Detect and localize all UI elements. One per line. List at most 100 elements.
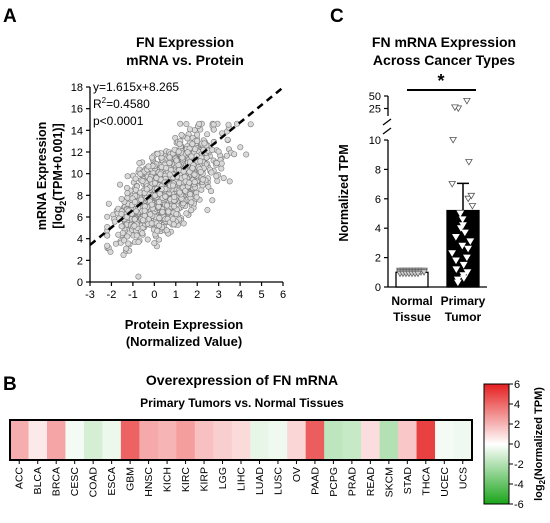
scatter-point [132,187,139,194]
scatter-point [179,154,186,161]
scatter-point [105,200,112,207]
scatter-point [162,193,169,200]
y-tick-label: 6 [375,194,381,206]
scatter-point [113,240,120,247]
heatmap-category-label: SKCM [383,467,395,497]
scatter-point [117,181,124,188]
data-point [456,210,465,218]
scatter-point [156,222,163,229]
scatter-title-line1: FN Expression [136,34,234,50]
heatmap-cells [10,420,473,460]
scatter-point [208,188,215,195]
scatter-point [170,221,177,228]
heatmap-cell [305,420,325,460]
scatter-point [193,194,200,201]
y-tick-label: 4 [375,223,381,235]
data-point [458,216,467,223]
panel-b-heatmap: B Overexpression of FN mRNA Primary Tumo… [3,372,547,511]
panel-letter-c: C [330,6,344,27]
scatter-point [124,233,131,240]
heatmap-category-label: CESC [69,467,81,497]
heatmap-category-label: KIRP [199,467,211,492]
axis-break-mark [382,118,392,126]
heatmap-cell [65,420,85,460]
scatter-point [135,273,142,280]
scatter-point [118,223,125,230]
scatter-point [138,196,145,203]
heatmap-cell [176,420,196,460]
scatter-point [132,175,139,182]
scatter-point [148,220,155,227]
heatmap-category-label: HNSC [143,467,155,497]
scatter-point [213,160,220,167]
data-point [463,269,472,276]
colorbar-tick-label: 0 [514,439,520,451]
scatter-point [166,154,173,161]
regression-line [89,86,284,246]
scatter-point [237,144,244,151]
bar-xlabel-tumor-line2: Tumor [445,310,482,324]
heatmap-category-label: ESCA [106,467,118,496]
scatter-point [156,215,163,222]
scatter-point [131,216,138,223]
scatter-point [118,196,125,203]
heatmap-category-label: OV [291,467,303,482]
scatter-y-ticks: 0 2 4 6 8 10 12 14 16 18 [71,82,90,289]
scatter-point [224,136,231,143]
scatter-point [209,197,216,204]
heatmap-category-label: LIHC [236,467,248,491]
scatter-point [186,179,193,186]
heatmap-category-label: KIRC [180,467,192,493]
significance-star: * [437,71,444,91]
heatmap-cell [213,420,233,460]
heatmap-category-label: GBM [125,467,137,491]
scatter-point [104,232,111,239]
colorbar-tick-label: -2 [514,459,524,471]
scatter-point [177,120,184,127]
data-point [420,269,428,276]
heatmap-category-label: ACC [14,467,26,490]
scatter-point [201,140,208,147]
bar-xlabel-normal-line2: Tissue [393,310,431,324]
scatter-point [231,151,238,158]
heatmap-cell [28,420,48,460]
heatmap-cell [379,420,399,460]
heatmap-category-label: UCS [457,467,469,489]
scatter-point [197,169,204,176]
x-tick-label: -2 [107,289,117,301]
scatter-point [184,149,191,156]
scatter-point [226,178,233,185]
data-point [460,229,469,237]
data-point [452,257,460,265]
scatter-point [176,180,183,187]
scatter-point [209,146,216,153]
heatmap-category-labels: ACC BLCA BRCA CESC COAD ESCA GBM HNSC KICH KIRC KI… [14,460,469,497]
panel-letter-b: B [3,374,17,395]
r-squared: R2=0.4580 [93,96,150,111]
scatter-point [148,201,155,208]
scatter-point [182,187,189,194]
y-tick-label: 8 [375,164,381,176]
data-point [452,266,461,273]
data-point [451,234,460,241]
scatter-ylabel-line2: [log2(TPM+0.001)] [51,123,68,228]
y-tick-label: 4 [77,234,83,246]
scatter-point [173,157,180,164]
heatmap-cell [102,420,122,460]
scatter-point [124,184,131,191]
scatter-title-line2: mRNA vs. Protein [126,52,244,68]
bar-title-line2: Across Cancer Types [373,52,515,68]
scatter-point [153,174,160,181]
scatter-xlabel-line1: Protein Expression [125,317,244,332]
scatter-point [104,242,111,249]
data-point [414,270,422,278]
colorbar [483,383,510,505]
y-tick-label: 14 [71,125,83,137]
colorbar-tick-label: 6 [514,379,520,391]
scatter-point [188,207,195,214]
colorbar-tick-label: -4 [514,479,524,491]
heatmap-category-label: LUAD [254,467,266,495]
data-point [448,250,457,257]
scatter-point [111,218,118,225]
